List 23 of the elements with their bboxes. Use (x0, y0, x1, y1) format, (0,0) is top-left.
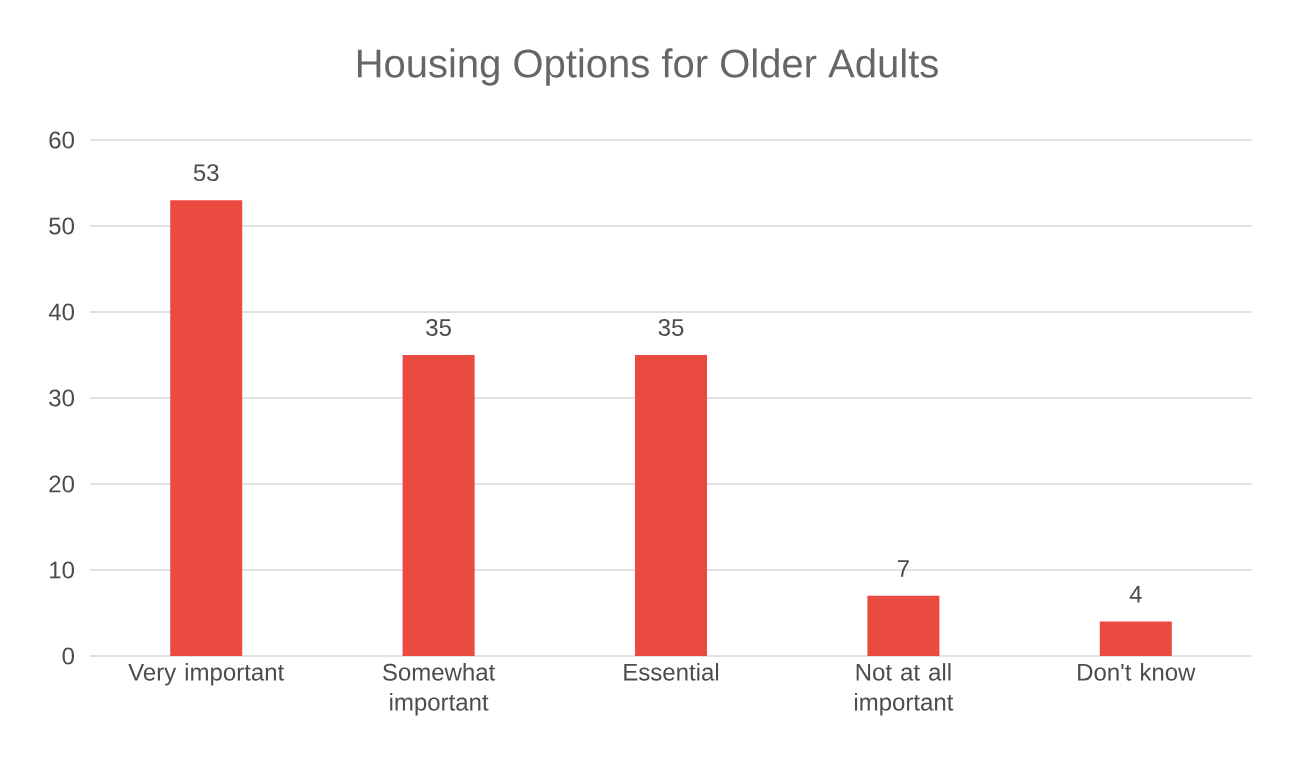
y-tick-label: 20 (49, 475, 75, 493)
data-label: 35 (426, 318, 451, 336)
x-tick-label: Very important (128, 663, 285, 686)
bar (402, 354, 475, 656)
data-label: 53 (193, 164, 219, 182)
data-label: 4 (1129, 586, 1142, 603)
bar (635, 354, 707, 656)
y-tick-label: 0 (62, 647, 75, 665)
y-tick-label: 40 (48, 303, 75, 321)
bar (170, 200, 243, 656)
y-tick-label: 60 (49, 131, 75, 149)
bar (1099, 621, 1172, 656)
x-tick-label: Somewhat important (383, 663, 496, 716)
y-tick-label: 50 (49, 217, 75, 235)
data-label: 35 (658, 318, 684, 336)
x-tick-label: Don't know (1078, 663, 1196, 681)
chart-title: Housing Options for Older Adults (357, 48, 938, 86)
y-tick-label: 30 (49, 389, 75, 407)
data-label: 7 (897, 560, 909, 577)
bar (867, 595, 940, 656)
y-tick-label: 10 (50, 561, 75, 579)
x-tick-label: Essential (624, 663, 719, 681)
x-tick-label: Not at all important (854, 663, 954, 716)
